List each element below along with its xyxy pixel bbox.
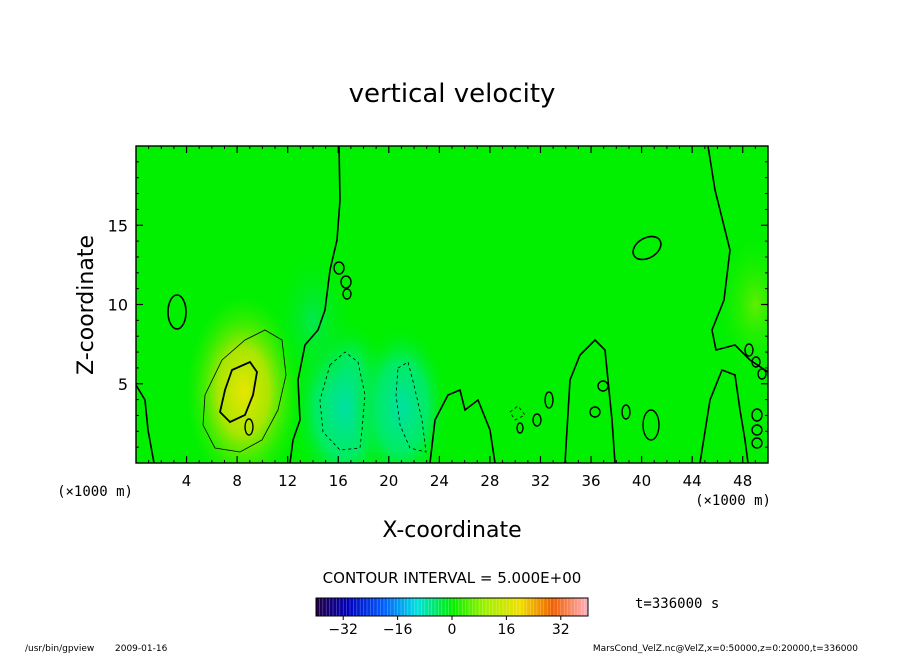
footer-source: MarsCond_VelZ.nc@VelZ,x=0:50000,z=0:2000… bbox=[593, 644, 858, 654]
zero-contour bbox=[621, 404, 631, 420]
footer-date: 2009-01-16 bbox=[115, 644, 168, 654]
zero-contour bbox=[751, 424, 763, 436]
x-tick-label: 40 bbox=[632, 472, 651, 490]
downdraft-region bbox=[353, 323, 450, 463]
zero-contour bbox=[564, 338, 616, 463]
positive-contour bbox=[219, 360, 258, 424]
x-unit-right: (×1000 m) bbox=[695, 493, 771, 509]
positive-contour bbox=[202, 329, 287, 453]
updraft-region bbox=[713, 228, 768, 381]
time-label: t=336000 s bbox=[635, 596, 719, 612]
zero-contour bbox=[744, 343, 754, 357]
zero-contour bbox=[544, 391, 554, 409]
y-axis: 5 10 15 bbox=[108, 161, 768, 448]
zero-contour bbox=[642, 409, 660, 441]
colorbar-tick-label: 0 bbox=[448, 622, 457, 638]
zero-contour bbox=[532, 413, 542, 427]
footer-program: /usr/bin/gpview bbox=[25, 644, 94, 654]
colorbar: −32 −16 0 16 32 bbox=[315, 597, 589, 638]
zero-contour bbox=[429, 388, 496, 463]
negative-contour bbox=[319, 351, 366, 451]
y-tick-label: 5 bbox=[118, 375, 128, 394]
y-tick-label: 15 bbox=[108, 216, 128, 235]
negative-contour bbox=[509, 405, 526, 421]
colorbar-tick-label: −16 bbox=[383, 622, 413, 638]
x-tick-label: 44 bbox=[683, 472, 702, 490]
zero-contour bbox=[136, 384, 155, 463]
zero-contour bbox=[333, 261, 345, 275]
colorbar-ticks: −32 −16 0 16 32 bbox=[328, 616, 570, 638]
zero-contour bbox=[289, 146, 341, 463]
x-tick-label: 8 bbox=[232, 472, 242, 490]
x-tick-label: 32 bbox=[531, 472, 550, 490]
zero-contour bbox=[751, 408, 763, 422]
contour-interval-label: CONTOUR INTERVAL = 5.000E+00 bbox=[323, 569, 582, 587]
zero-contour bbox=[632, 235, 662, 261]
colorbar-stripes bbox=[319, 598, 585, 616]
zero-contour bbox=[699, 368, 749, 463]
zero-contour bbox=[589, 406, 601, 418]
zero-contour bbox=[340, 275, 352, 289]
zero-contour bbox=[757, 368, 767, 380]
y-axis-label: Z-coordinate bbox=[74, 235, 99, 375]
x-tick-label: 24 bbox=[430, 472, 449, 490]
x-tick-label: 4 bbox=[182, 472, 192, 490]
colorbar-tick-label: −32 bbox=[328, 622, 358, 638]
colorbar-tick-label: 32 bbox=[552, 622, 570, 638]
zero-contour bbox=[751, 437, 763, 449]
y-tick-label: 10 bbox=[108, 296, 128, 315]
zero-contour bbox=[167, 294, 187, 330]
positive-contour bbox=[244, 418, 254, 436]
zero-contour bbox=[597, 380, 609, 392]
x-axis-label: X-coordinate bbox=[382, 518, 521, 543]
zero-contour bbox=[342, 288, 352, 300]
chart-title: vertical velocity bbox=[349, 79, 556, 109]
plot-area bbox=[135, 145, 769, 464]
negative-contour bbox=[395, 361, 427, 453]
contour-lines bbox=[136, 146, 768, 463]
x-tick-label: 28 bbox=[480, 472, 499, 490]
colorbar-gradient bbox=[316, 598, 588, 616]
x-tick-label: 12 bbox=[278, 472, 297, 490]
x-axis: 4 8 12 16 20 24 28 32 36 40 44 48 bbox=[148, 146, 756, 490]
zero-contour bbox=[751, 356, 761, 368]
zero-contour bbox=[516, 422, 524, 434]
downdraft-region bbox=[270, 244, 355, 397]
x-unit-left: (×1000 m) bbox=[57, 484, 133, 500]
x-tick-label: 48 bbox=[733, 472, 752, 490]
x-tick-label: 16 bbox=[329, 472, 348, 490]
x-tick-label: 36 bbox=[581, 472, 600, 490]
zero-contour bbox=[707, 146, 768, 373]
x-tick-label: 20 bbox=[379, 472, 398, 490]
colorbar-tick-label: 16 bbox=[497, 622, 515, 638]
